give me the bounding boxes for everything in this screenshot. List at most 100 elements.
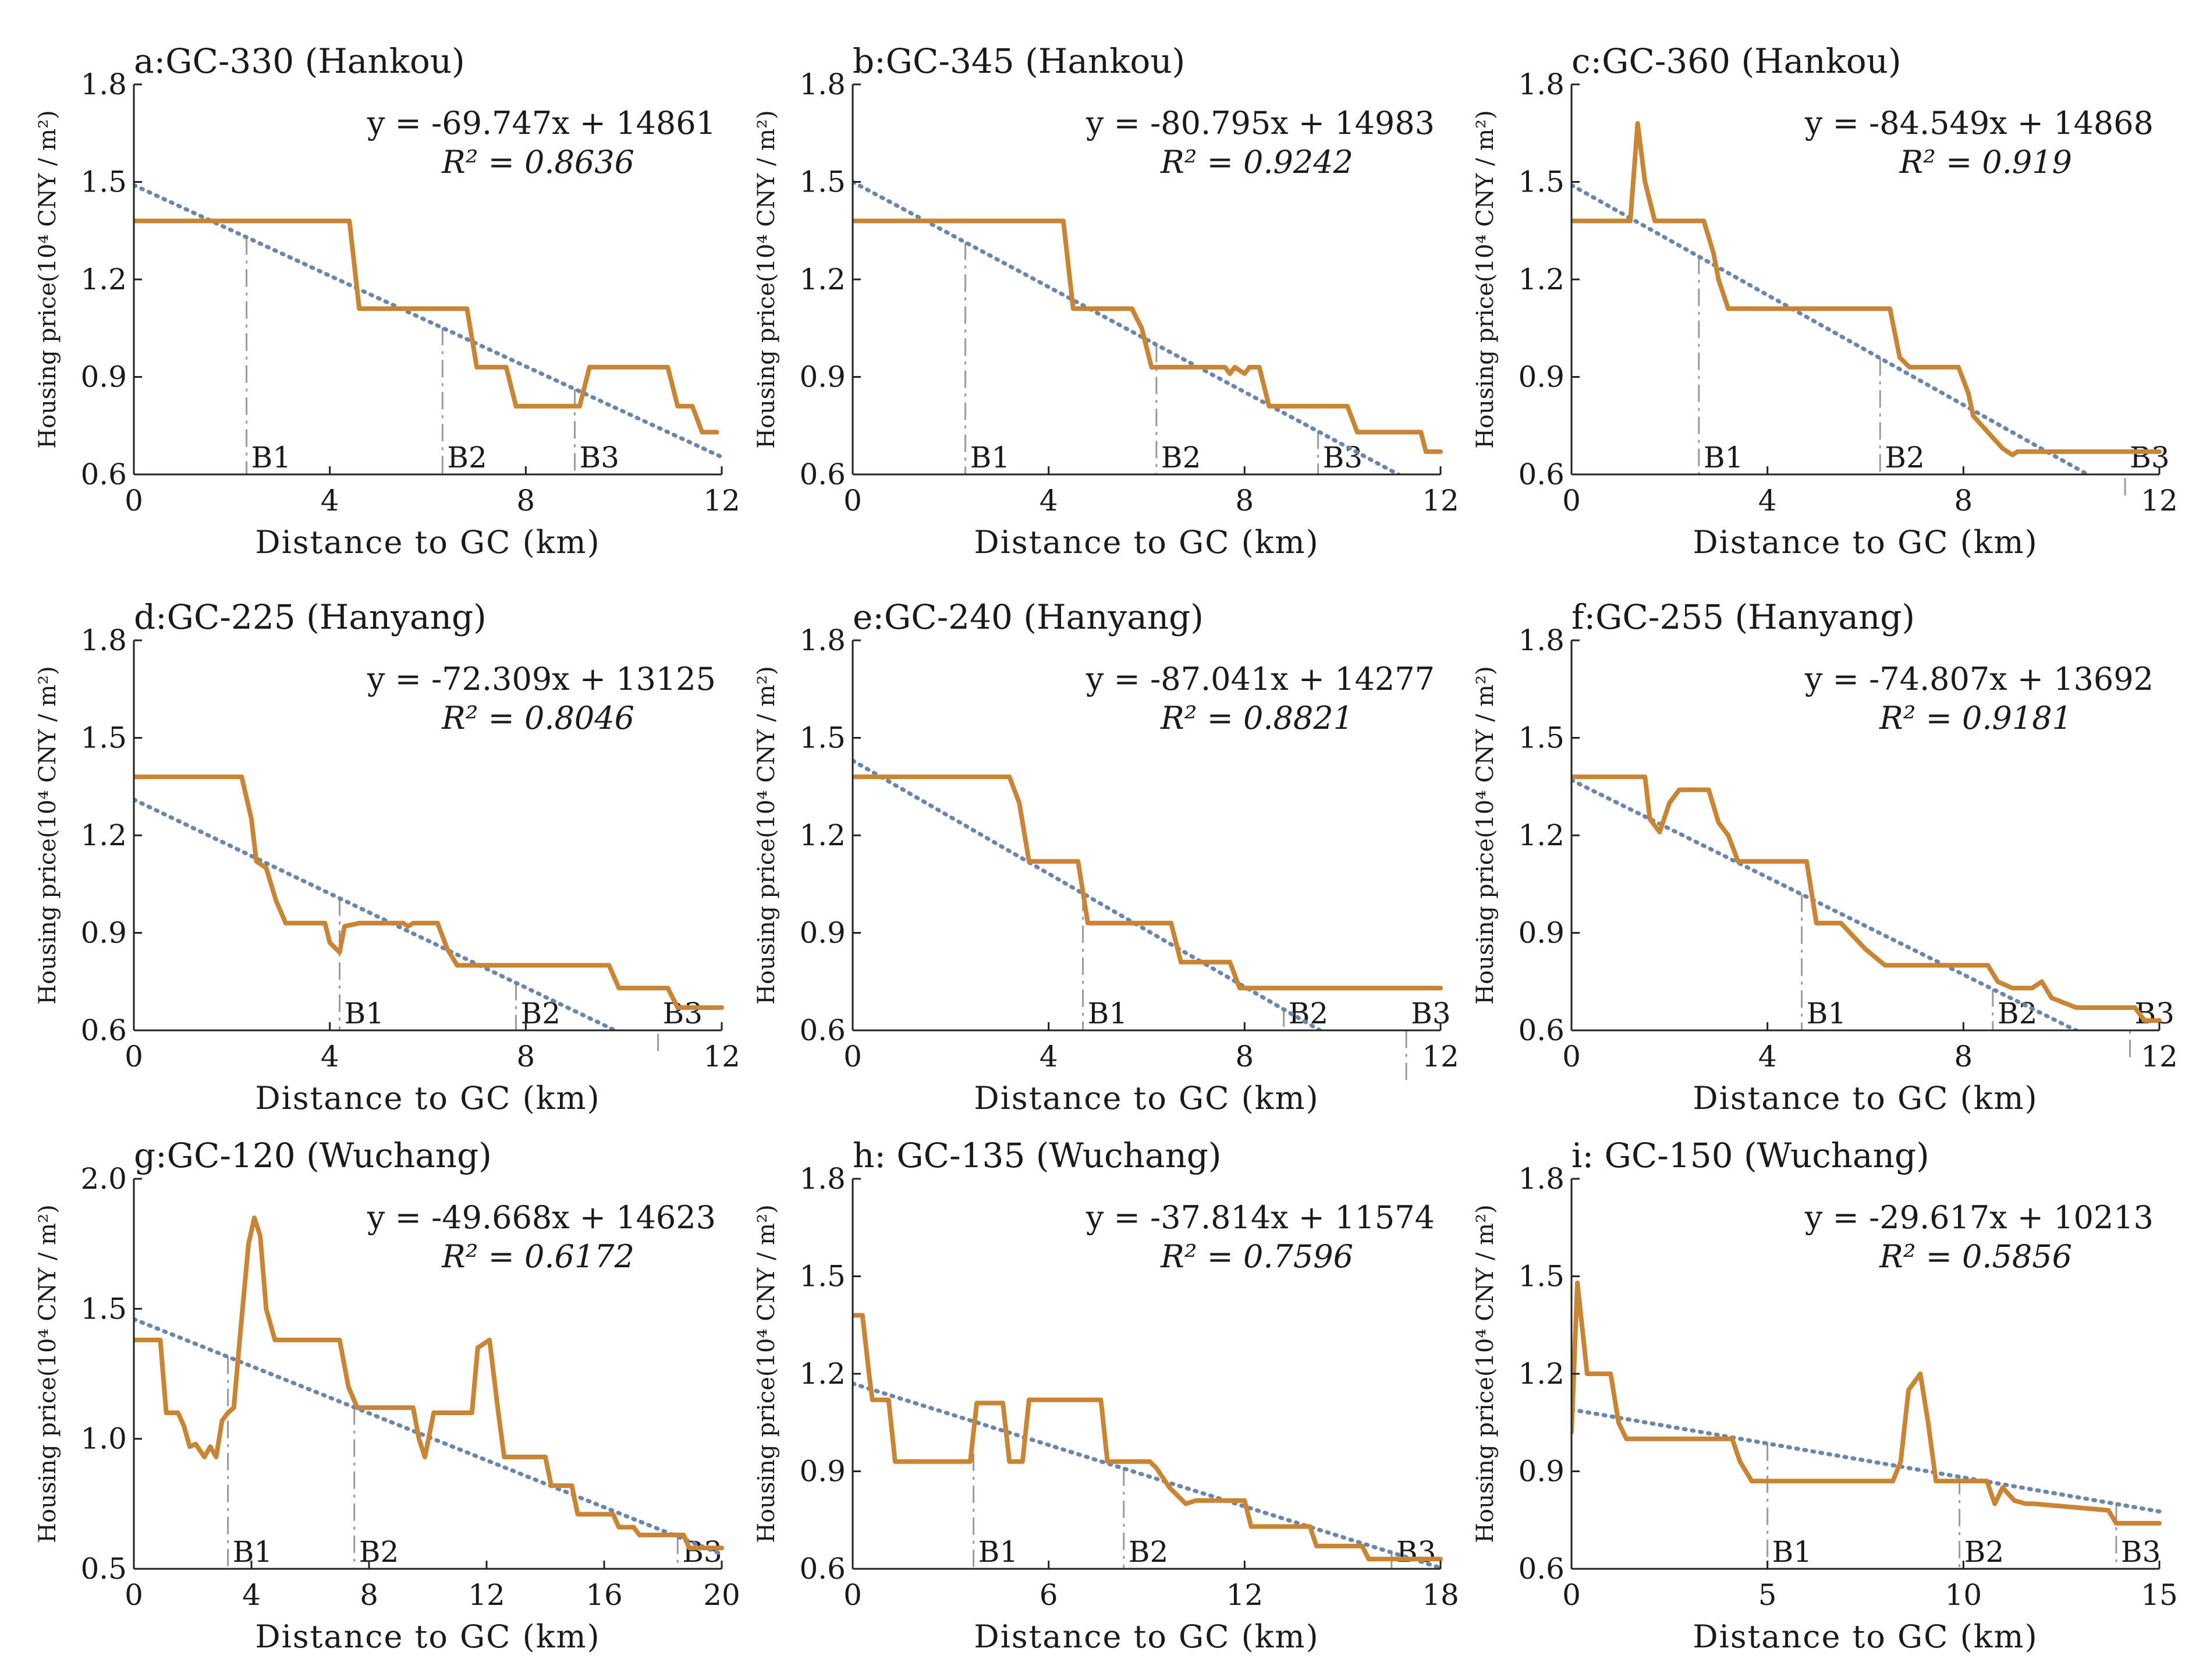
chart-panel-d: d:GC-225 (Hanyang) Housing price(10⁴ CNY … bbox=[34, 597, 740, 1117]
x-axis-label: Distance to GC (km) bbox=[255, 1080, 600, 1117]
y-tick-label: 1.5 bbox=[799, 165, 846, 199]
y-tick-label: 1.2 bbox=[799, 818, 846, 852]
y-tick-label: 1.5 bbox=[80, 1292, 127, 1325]
trend-line bbox=[853, 1381, 1443, 1569]
regression-equation: y = -84.549x + 14868 bbox=[1804, 105, 2154, 141]
y-tick-label: 1.5 bbox=[80, 165, 127, 199]
y-tick-label: 1.2 bbox=[1518, 1357, 1565, 1391]
x-tick-label: 6 bbox=[1040, 1578, 1058, 1612]
price-line bbox=[853, 1313, 1443, 1562]
r-squared: R² = 0.9181 bbox=[1879, 700, 2072, 736]
y-tick-label: 1.2 bbox=[799, 263, 846, 296]
chart-panel-b: b:GC-345 (Hankou) Housing price(10⁴ CNY /… bbox=[753, 41, 1459, 561]
x-tick-label: 8 bbox=[360, 1578, 378, 1612]
y-axis-label: Housing price(10⁴ CNY / m²) bbox=[753, 1204, 780, 1543]
chart-panel-a: a:GC-330 (Hankou) Housing price(10⁴ CNY /… bbox=[34, 41, 740, 561]
y-tick-label: 0.9 bbox=[1518, 916, 1565, 950]
boundary-label-b1: B1 bbox=[233, 1535, 273, 1569]
boundary-label-b1: B1 bbox=[978, 1535, 1019, 1569]
y-tick-label: 0.9 bbox=[1518, 360, 1565, 394]
regression-equation: y = -69.747x + 14861 bbox=[367, 105, 716, 141]
x-tick-label: 0 bbox=[1562, 1578, 1581, 1612]
boundary-label-b3: B3 bbox=[1411, 997, 1451, 1030]
y-tick-label: 1.8 bbox=[1518, 623, 1565, 657]
boundary-label-b1: B1 bbox=[345, 997, 385, 1030]
x-tick-label: 0 bbox=[125, 1040, 143, 1073]
x-tick-label: 0 bbox=[125, 1578, 143, 1612]
x-tick-label: 0 bbox=[125, 484, 143, 518]
x-tick-label: 8 bbox=[1954, 484, 1973, 518]
x-tick-label: 4 bbox=[321, 1040, 339, 1073]
boundary-label-b2: B2 bbox=[359, 1535, 399, 1569]
boundary-label-b1: B1 bbox=[1772, 1535, 1812, 1569]
x-tick-label: 12 bbox=[703, 1040, 740, 1073]
y-axis-label: Housing price(10⁴ CNY / m²) bbox=[34, 1204, 61, 1543]
y-tick-label: 2.0 bbox=[80, 1162, 127, 1196]
r-squared: R² = 0.919 bbox=[1899, 144, 2072, 180]
x-tick-label: 8 bbox=[516, 1040, 535, 1073]
y-tick-label: 0.6 bbox=[1518, 458, 1565, 491]
boundary-label-b3: B3 bbox=[2121, 1535, 2161, 1569]
r-squared: R² = 0.8821 bbox=[1160, 700, 1353, 736]
y-tick-label: 0.6 bbox=[799, 458, 846, 491]
regression-equation: y = -37.814x + 11574 bbox=[1086, 1199, 1435, 1236]
x-tick-label: 18 bbox=[1422, 1578, 1459, 1612]
r-squared: R² = 0.8636 bbox=[441, 144, 634, 180]
x-axis-label: Distance to GC (km) bbox=[1693, 1618, 2038, 1655]
boundary-label-b2: B2 bbox=[1964, 1535, 2005, 1569]
trend-line bbox=[134, 798, 620, 1030]
y-axis-label: Housing price(10⁴ CNY / m²) bbox=[34, 666, 61, 1004]
boundary-label-b2: B2 bbox=[1885, 441, 1925, 474]
panel-title: a:GC-330 (Hankou) bbox=[134, 41, 465, 81]
r-squared: R² = 0.7596 bbox=[1160, 1238, 1353, 1275]
boundary-label-b3: B3 bbox=[663, 997, 703, 1030]
x-tick-label: 15 bbox=[2141, 1578, 2178, 1612]
y-tick-label: 1.8 bbox=[799, 623, 846, 657]
trend-line bbox=[853, 759, 1324, 1030]
y-tick-label: 1.2 bbox=[80, 818, 127, 852]
regression-equation: y = -74.807x + 13692 bbox=[1804, 661, 2154, 697]
y-tick-label: 1.5 bbox=[1518, 721, 1565, 755]
panel-title: b:GC-345 (Hankou) bbox=[853, 41, 1185, 81]
boundary-label-b1: B1 bbox=[1704, 441, 1744, 474]
y-tick-label: 1.5 bbox=[799, 1260, 846, 1293]
trend-line bbox=[1572, 183, 2092, 474]
x-tick-label: 4 bbox=[1758, 1040, 1777, 1073]
y-tick-label: 0.5 bbox=[80, 1552, 127, 1586]
price-line bbox=[1572, 774, 2162, 1023]
y-axis-label: Housing price(10⁴ CNY / m²) bbox=[34, 110, 61, 448]
y-tick-label: 1.5 bbox=[799, 721, 846, 755]
regression-equation: y = -49.668x + 14623 bbox=[367, 1199, 716, 1236]
x-axis-label: Distance to GC (km) bbox=[255, 1618, 600, 1655]
y-tick-label: 0.9 bbox=[799, 916, 846, 950]
x-tick-label: 4 bbox=[1040, 1040, 1058, 1073]
x-tick-label: 16 bbox=[586, 1578, 623, 1612]
x-tick-label: 8 bbox=[1235, 484, 1254, 518]
x-tick-label: 12 bbox=[2141, 484, 2178, 518]
x-axis-label: Distance to GC (km) bbox=[1693, 524, 2038, 561]
r-squared: R² = 0.8046 bbox=[441, 700, 634, 736]
y-tick-label: 0.6 bbox=[80, 458, 127, 491]
chart-panel-f: f:GC-255 (Hanyang) Housing price(10⁴ CNY … bbox=[1472, 597, 2178, 1117]
boundary-label-b2: B2 bbox=[1129, 1535, 1169, 1569]
panel-title: c:GC-360 (Hankou) bbox=[1572, 41, 1902, 81]
boundary-label-b2: B2 bbox=[1289, 997, 1329, 1030]
panel-title: g:GC-120 (Wuchang) bbox=[134, 1136, 492, 1175]
y-tick-label: 1.2 bbox=[799, 1357, 846, 1391]
price-line bbox=[853, 774, 1443, 991]
y-tick-label: 1.0 bbox=[80, 1422, 127, 1456]
y-axis-label: Housing price(10⁴ CNY / m²) bbox=[1472, 1204, 1499, 1543]
x-tick-label: 4 bbox=[242, 1578, 261, 1612]
y-tick-label: 0.9 bbox=[80, 360, 127, 394]
x-tick-label: 12 bbox=[468, 1578, 505, 1612]
chart-panel-c: c:GC-360 (Hankou) Housing price(10⁴ CNY /… bbox=[1472, 41, 2178, 561]
x-tick-label: 0 bbox=[1562, 484, 1581, 518]
regression-equation: y = -29.617x + 10213 bbox=[1804, 1199, 2154, 1236]
x-tick-label: 8 bbox=[1954, 1040, 1973, 1073]
regression-equation: y = -80.795x + 14983 bbox=[1086, 105, 1435, 141]
y-axis-label: Housing price(10⁴ CNY / m²) bbox=[753, 666, 780, 1004]
y-tick-label: 1.5 bbox=[80, 721, 127, 755]
x-tick-label: 0 bbox=[843, 484, 862, 518]
y-tick-label: 0.6 bbox=[80, 1013, 127, 1047]
x-tick-label: 8 bbox=[516, 484, 535, 518]
